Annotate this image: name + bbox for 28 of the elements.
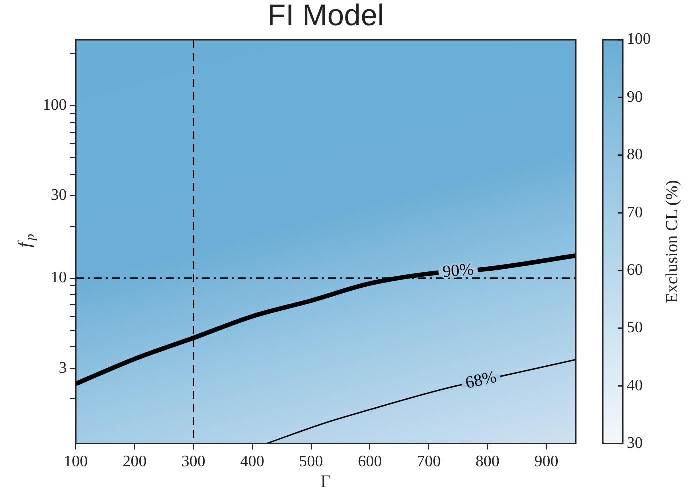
color-bar-label: 30 [627,435,643,452]
x-tick-label: 200 [122,454,147,471]
color-bar-title: Exclusion CL (%) [662,180,682,304]
color-bar-label: 90 [627,88,643,106]
y-tick-label: 30 [51,187,67,204]
y-tick-label: 100 [43,96,67,114]
x-tick-label: 100 [64,454,88,471]
y-axis-title: fp [14,234,38,248]
color-bar-label: 60 [627,262,643,279]
text: 68% [464,367,498,393]
x-tick-label: 500 [299,454,324,471]
x-tick-label: 900 [534,454,559,471]
x-axis-title: Γ [320,472,332,492]
y-tick-label: 10 [51,270,67,286]
x-tick-label: 300 [182,454,206,471]
x-tick-label: 600 [358,454,382,471]
x-tick-label: 700 [416,454,441,471]
color-bar-label: 80 [627,146,643,164]
line-series [266,359,576,444]
chart-title: FI Model [268,0,384,32]
x-tick-label: 800 [476,454,500,471]
color-bar-label: 40 [627,377,643,394]
color-bar-label: 70 [627,204,643,222]
y-tick-label: 3 [59,360,67,377]
color-bar-label: 50 [627,320,643,337]
x-tick-label: 400 [240,454,264,471]
color-bar-label: 100 [627,31,651,48]
series-label: 90% [442,260,475,282]
